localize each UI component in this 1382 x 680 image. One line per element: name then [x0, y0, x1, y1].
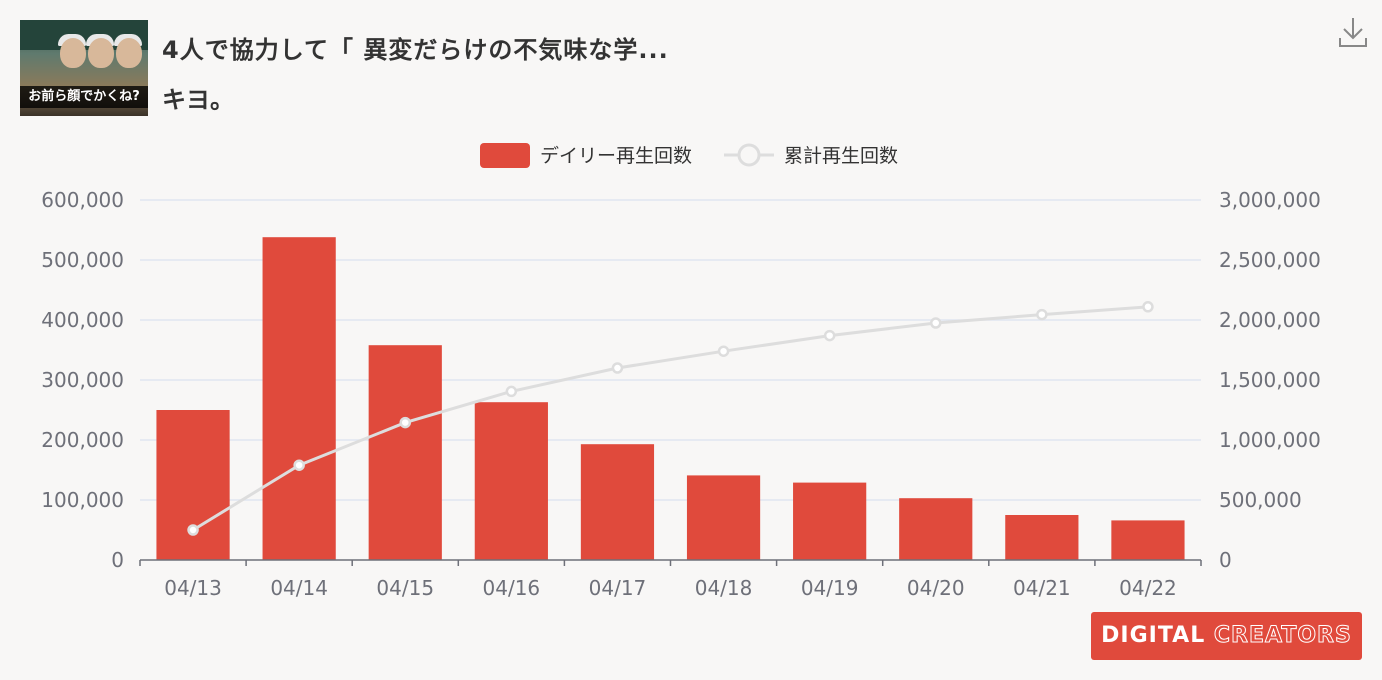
download-icon[interactable] — [1338, 16, 1368, 48]
bar-04/21 — [1005, 515, 1079, 560]
line-point-04/20 — [930, 317, 942, 329]
x-tick-label: 04/16 — [483, 576, 541, 600]
line-point-04/17 — [611, 362, 624, 374]
y-left-tick-label: 300,000 — [41, 368, 124, 392]
x-tick-label: 04/20 — [907, 576, 965, 600]
legend-bar-label[interactable]: デイリー再生回数 — [540, 145, 692, 167]
x-tick-label: 04/19 — [801, 576, 859, 600]
x-tick-label: 04/17 — [589, 576, 647, 600]
channel-name[interactable]: キヨ。 — [162, 86, 234, 114]
bar-04/19 — [793, 482, 867, 560]
thumbnail-person — [116, 38, 142, 68]
y-left-tick-label: 0 — [111, 548, 124, 572]
y-right-tick-label: 1,000,000 — [1219, 428, 1321, 452]
line-point-04/14 — [293, 459, 305, 471]
y-left-tick-label: 600,000 — [41, 188, 124, 212]
line-point-04/21 — [1036, 308, 1048, 321]
bar-series — [156, 237, 1185, 560]
bar-04/17 — [580, 444, 655, 560]
logo-text-creators: CREATORS — [1213, 623, 1352, 649]
cumulative-line — [192, 305, 1149, 532]
line-point-04/19 — [823, 329, 836, 342]
y-left-tick-label: 500,000 — [41, 248, 124, 272]
y-left-tick-label: 100,000 — [41, 488, 124, 512]
bar-04/20 — [899, 498, 973, 560]
y-left-tick-label: 200,000 — [41, 428, 124, 452]
bar-04/22 — [1111, 520, 1185, 560]
line-point-04/22 — [1142, 301, 1154, 313]
legend-bar-swatch[interactable] — [480, 143, 530, 168]
y-right-tick-label: 3,000,000 — [1219, 188, 1321, 212]
y-right-tick-label: 2,000,000 — [1219, 308, 1321, 332]
y-right-tick-label: 500,000 — [1219, 488, 1302, 512]
thumbnail-person — [60, 38, 86, 68]
y-right-tick-label: 1,500,000 — [1219, 368, 1321, 392]
y-left-tick-label: 400,000 — [41, 308, 124, 332]
line-point-04/13 — [187, 524, 199, 536]
chart: 0 0 100,000 500,000 200,000 1,000,000 300,000 1… — [41, 143, 1321, 600]
x-tick-label: 04/15 — [376, 576, 434, 600]
bar-04/16 — [474, 402, 548, 560]
y-right-tick-label: 2,500,000 — [1219, 248, 1321, 272]
legend-line-label[interactable]: 累計再生回数 — [784, 145, 898, 167]
axes: 0 0 100,000 500,000 200,000 1,000,000 300,000 1… — [41, 188, 1321, 600]
legend[interactable]: デイリー再生回数 累計再生回数 — [480, 143, 898, 168]
line-series — [187, 301, 1154, 536]
bar-04/18 — [686, 475, 761, 560]
x-tick-label: 04/18 — [695, 576, 753, 600]
bar-04/14 — [262, 237, 336, 560]
line-point-04/16 — [505, 385, 518, 398]
bar-04/13 — [156, 410, 230, 560]
legend-line-marker[interactable] — [737, 143, 761, 167]
x-tick-label: 04/14 — [270, 576, 328, 600]
thumbnail-person — [88, 38, 114, 68]
video-thumbnail[interactable]: お前ら顔でかくね? — [20, 20, 148, 116]
logo-text-digital: DIGITAL — [1101, 623, 1206, 648]
thumbnail-caption: お前ら顔でかくね? — [20, 86, 148, 108]
x-tick-label: 04/13 — [164, 576, 222, 600]
x-tick-label: 04/22 — [1119, 576, 1177, 600]
y-right-tick-label: 0 — [1219, 548, 1232, 572]
bar-04/15 — [368, 345, 442, 560]
line-point-04/15 — [399, 416, 411, 429]
video-title[interactable]: 4人で協力して「 異変だらけの不気味な学... — [162, 36, 669, 64]
digital-creators-logo: DIGITAL CREATORS — [1091, 612, 1362, 660]
x-tick-label: 04/21 — [1013, 576, 1071, 600]
line-point-04/18 — [717, 345, 730, 357]
